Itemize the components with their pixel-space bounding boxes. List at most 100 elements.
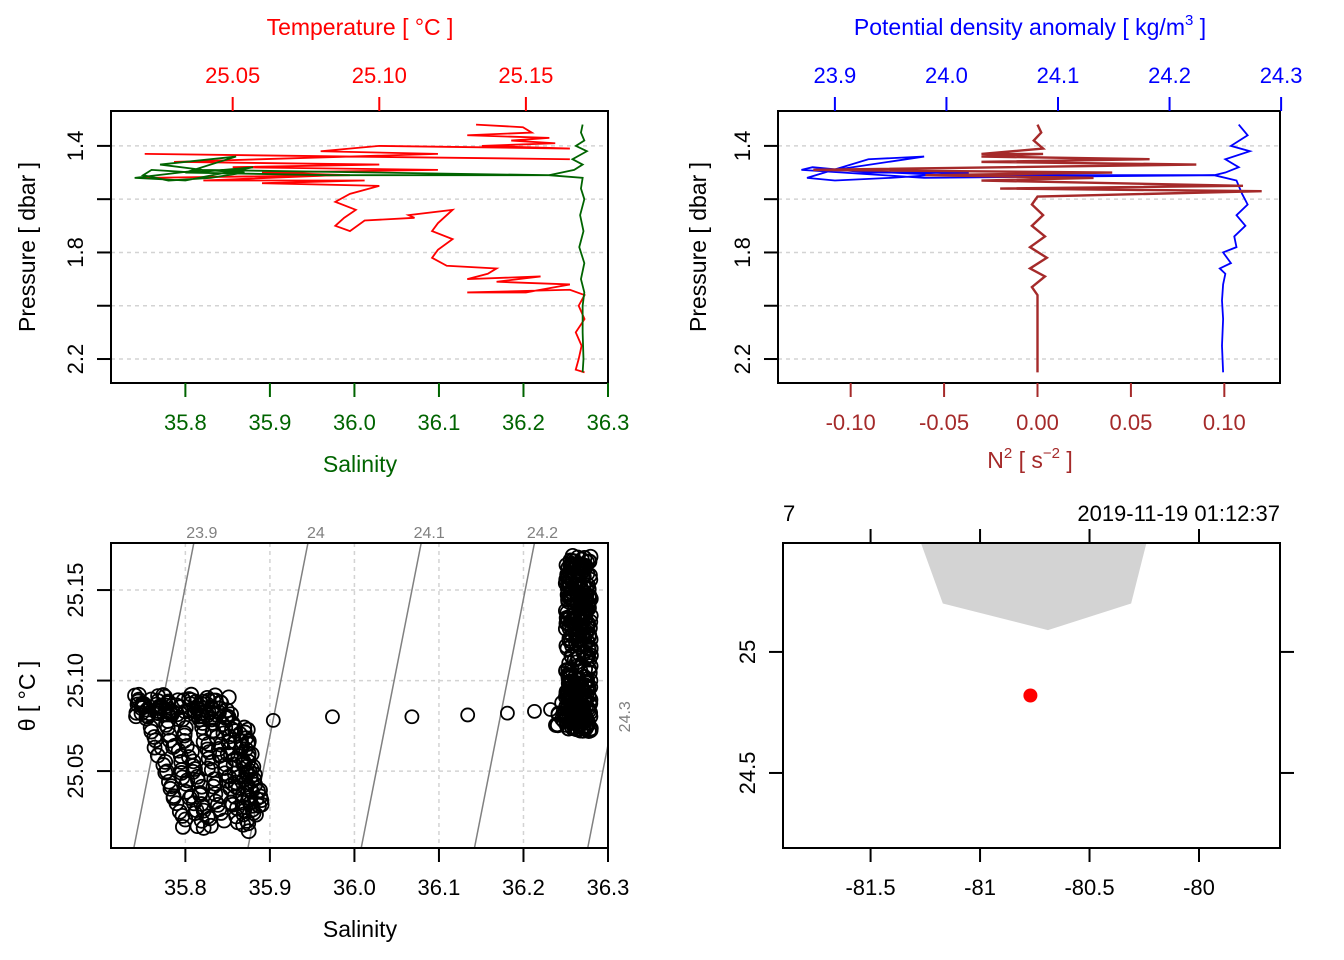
p1-left-tick-label: 2.2 — [63, 344, 88, 375]
ts-point — [168, 795, 185, 812]
p3-x-tick-label: 35.9 — [248, 875, 291, 900]
isopycnal-label: 24 — [307, 525, 325, 542]
ts-point — [564, 621, 581, 638]
p1-top-tick-label: 25.10 — [352, 63, 407, 88]
ts-point — [236, 719, 253, 736]
p2-top-tick-label: 23.9 — [813, 63, 856, 88]
p1-series-temperature — [144, 123, 586, 374]
p2-left-tick-label: 2.2 — [730, 344, 755, 375]
p2-bottom-tick-label: 0.05 — [1109, 410, 1152, 435]
p1-top-tick-label: 25.15 — [498, 63, 553, 88]
station-marker[interactable] — [1023, 688, 1038, 703]
p2-bottom-axis-title: N2 [ s−2 ] — [987, 445, 1073, 473]
p3-x-tick-label: 36.3 — [587, 875, 630, 900]
isopycnal-label: 24.1 — [414, 525, 445, 542]
ts-point — [158, 697, 175, 714]
p4-lon-tick-label: -81.5 — [845, 875, 895, 900]
ts-point — [134, 695, 151, 712]
p3-x-axis-title: Salinity — [323, 916, 398, 942]
p1-bottom-tick-label: 36.1 — [418, 410, 461, 435]
p2-bottom-tick-label: 0.10 — [1203, 410, 1246, 435]
p2-bottom-title-end: ] — [1060, 447, 1073, 473]
p1-plot-area — [111, 123, 608, 374]
p3-frame — [110, 542, 609, 849]
panel-ts-diagram: 23.9 24 24.1 24.2 24.3 35.8 35.9 36.0 36.1 36.2 3… — [14, 525, 634, 942]
ts-point — [559, 567, 576, 584]
ts-point — [566, 553, 583, 570]
ts-point — [567, 599, 584, 616]
ts-point — [582, 590, 599, 607]
ts-point — [582, 631, 599, 648]
p2-bottom-tick-label: -0.10 — [826, 410, 876, 435]
isopycnal-line — [586, 741, 608, 848]
p3-y-tick-label: 25.15 — [63, 563, 88, 618]
ts-point — [176, 727, 193, 744]
p2-bottom-title-sup2: −2 — [1043, 445, 1060, 462]
p1-left-axis-title: Pressure [ dbar ] — [14, 162, 40, 332]
ts-point — [203, 817, 219, 834]
ts-point — [185, 758, 202, 774]
p3-isopycnal-labels: 23.9 24 24.1 24.2 24.3 — [186, 525, 634, 732]
station-id-label: 7 — [783, 501, 795, 526]
ts-point — [162, 780, 179, 797]
p2-frame — [777, 110, 1281, 384]
isopycnal-label: 23.9 — [186, 525, 217, 542]
p1-series-salinity — [134, 124, 589, 373]
p2-left-tick-label: 1.8 — [730, 237, 755, 268]
ts-point — [174, 807, 191, 824]
ts-point — [183, 788, 200, 805]
ts-point — [181, 702, 198, 719]
ts-point — [559, 707, 575, 724]
p1-bottom-tick-label: 36.3 — [587, 410, 630, 435]
p1-left-tick-label: 1.8 — [63, 237, 88, 268]
panel-station-map: 7 2019-11-19 01:12:37 -81.5 -81 -80.5 -80 24… — [735, 501, 1294, 900]
ts-point — [543, 702, 558, 717]
p1-bottom-tick-label: 36.2 — [502, 410, 545, 435]
ts-point — [213, 805, 229, 821]
ts-point — [580, 723, 597, 739]
p2-bottom-title-sup: 2 — [1004, 445, 1012, 462]
p2-plot-area — [778, 124, 1280, 373]
ts-point — [200, 750, 217, 767]
ts-point — [171, 803, 188, 820]
ts-point — [558, 637, 575, 654]
ts-point — [178, 738, 195, 754]
p3-y-tick-label: 25.10 — [63, 653, 88, 708]
p2-bottom-tick-label: 0.00 — [1016, 410, 1059, 435]
ts-point — [201, 744, 218, 761]
ts-point — [565, 587, 582, 604]
p1-top-axis-title: Temperature [ °C ] — [267, 14, 454, 40]
ts-point — [133, 705, 150, 722]
p2-bottom-tick-label: -0.05 — [919, 410, 969, 435]
ts-point — [251, 797, 267, 814]
ts-point — [578, 688, 595, 705]
ts-point — [207, 692, 224, 709]
p2-series-n2 — [813, 124, 1262, 373]
p1-bottom-tick-label: 35.8 — [164, 410, 207, 435]
isopycnal-line — [360, 543, 422, 848]
p2-top-tick-label: 24.1 — [1037, 63, 1080, 88]
ts-point — [193, 705, 210, 721]
ts-point — [185, 764, 202, 780]
p2-top-title-main: Potential density anomaly [ kg/m — [854, 14, 1185, 40]
ts-point — [527, 703, 542, 719]
p2-top-tick-label: 24.0 — [925, 63, 968, 88]
panel-density-profile: Potential density anomaly [ kg/m3 ] 23.9… — [685, 12, 1303, 473]
ts-point — [560, 661, 577, 678]
p4-frame — [782, 542, 1281, 849]
p2-series-density — [801, 124, 1253, 373]
p2-bottom-title-n: N — [987, 447, 1004, 473]
p3-x-tick-label: 36.0 — [333, 875, 376, 900]
ts-point — [460, 707, 476, 723]
p1-top-tick-label: 25.05 — [205, 63, 260, 88]
ts-point — [562, 674, 579, 690]
p2-left-axis-title: Pressure [ dbar ] — [685, 162, 711, 332]
p2-bottom-title-mid: [ s — [1012, 447, 1043, 473]
ts-point — [404, 709, 420, 725]
ts-point — [157, 753, 174, 770]
ts-point — [570, 671, 587, 688]
p3-y-tick-label: 25.05 — [63, 744, 88, 799]
ts-point — [557, 575, 574, 592]
p3-y-axis-title: θ [ °C ] — [14, 661, 40, 732]
